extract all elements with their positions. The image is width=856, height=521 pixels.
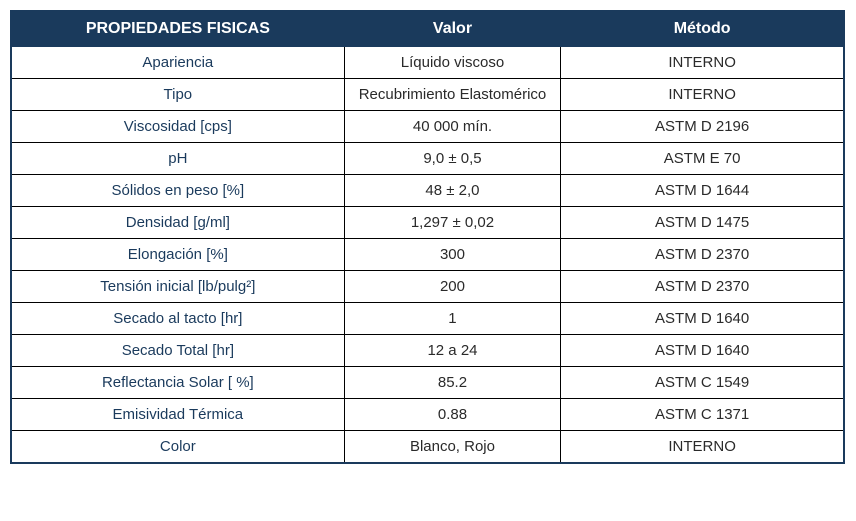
cell-valor: 0.88 — [344, 399, 561, 431]
cell-prop: pH — [11, 143, 344, 175]
cell-metodo: ASTM D 2370 — [561, 239, 844, 271]
cell-metodo: ASTM C 1371 — [561, 399, 844, 431]
header-metodo: Método — [561, 11, 844, 47]
cell-prop: Secado Total [hr] — [11, 335, 344, 367]
cell-valor: 1 — [344, 303, 561, 335]
cell-prop: Reflectancia Solar [ %] — [11, 367, 344, 399]
cell-valor: 200 — [344, 271, 561, 303]
cell-prop: Viscosidad [cps] — [11, 111, 344, 143]
cell-metodo: ASTM D 2370 — [561, 271, 844, 303]
cell-valor: 85.2 — [344, 367, 561, 399]
cell-metodo: ASTM D 1644 — [561, 175, 844, 207]
cell-prop: Tipo — [11, 79, 344, 111]
header-propiedades: PROPIEDADES FISICAS — [11, 11, 344, 47]
cell-metodo: ASTM C 1549 — [561, 367, 844, 399]
cell-prop: Densidad [g/ml] — [11, 207, 344, 239]
cell-metodo: INTERNO — [561, 47, 844, 79]
cell-prop: Elongación [%] — [11, 239, 344, 271]
table-row: Color Blanco, Rojo INTERNO — [11, 431, 844, 464]
table-row: Tensión inicial [lb/pulg²] 200 ASTM D 23… — [11, 271, 844, 303]
table-row: Viscosidad [cps] 40 000 mín. ASTM D 2196 — [11, 111, 844, 143]
cell-valor: Blanco, Rojo — [344, 431, 561, 464]
cell-prop: Color — [11, 431, 344, 464]
cell-prop: Apariencia — [11, 47, 344, 79]
table-row: Apariencia Líquido viscoso INTERNO — [11, 47, 844, 79]
header-valor: Valor — [344, 11, 561, 47]
cell-metodo: ASTM D 2196 — [561, 111, 844, 143]
cell-prop: Sólidos en peso [%] — [11, 175, 344, 207]
table-header-row: PROPIEDADES FISICAS Valor Método — [11, 11, 844, 47]
table-row: Reflectancia Solar [ %] 85.2 ASTM C 1549 — [11, 367, 844, 399]
table-row: Emisividad Térmica 0.88 ASTM C 1371 — [11, 399, 844, 431]
cell-valor: 1,297 ± 0,02 — [344, 207, 561, 239]
cell-metodo: INTERNO — [561, 431, 844, 464]
properties-table: PROPIEDADES FISICAS Valor Método Aparien… — [10, 10, 845, 464]
cell-valor: Recubrimiento Elastomérico — [344, 79, 561, 111]
cell-metodo: ASTM D 1475 — [561, 207, 844, 239]
cell-metodo: ASTM E 70 — [561, 143, 844, 175]
cell-metodo: ASTM D 1640 — [561, 335, 844, 367]
table-row: pH 9,0 ± 0,5 ASTM E 70 — [11, 143, 844, 175]
cell-valor: 9,0 ± 0,5 — [344, 143, 561, 175]
cell-prop: Tensión inicial [lb/pulg²] — [11, 271, 344, 303]
table-row: Densidad [g/ml] 1,297 ± 0,02 ASTM D 1475 — [11, 207, 844, 239]
cell-valor: 12 a 24 — [344, 335, 561, 367]
table-body: Apariencia Líquido viscoso INTERNO Tipo … — [11, 47, 844, 464]
cell-metodo: INTERNO — [561, 79, 844, 111]
table-row: Secado al tacto [hr] 1 ASTM D 1640 — [11, 303, 844, 335]
cell-valor: 48 ± 2,0 — [344, 175, 561, 207]
table-row: Elongación [%] 300 ASTM D 2370 — [11, 239, 844, 271]
cell-valor: 40 000 mín. — [344, 111, 561, 143]
cell-metodo: ASTM D 1640 — [561, 303, 844, 335]
cell-prop: Secado al tacto [hr] — [11, 303, 344, 335]
cell-prop: Emisividad Térmica — [11, 399, 344, 431]
cell-valor: Líquido viscoso — [344, 47, 561, 79]
cell-valor: 300 — [344, 239, 561, 271]
table-row: Sólidos en peso [%] 48 ± 2,0 ASTM D 1644 — [11, 175, 844, 207]
table-row: Secado Total [hr] 12 a 24 ASTM D 1640 — [11, 335, 844, 367]
table-row: Tipo Recubrimiento Elastomérico INTERNO — [11, 79, 844, 111]
